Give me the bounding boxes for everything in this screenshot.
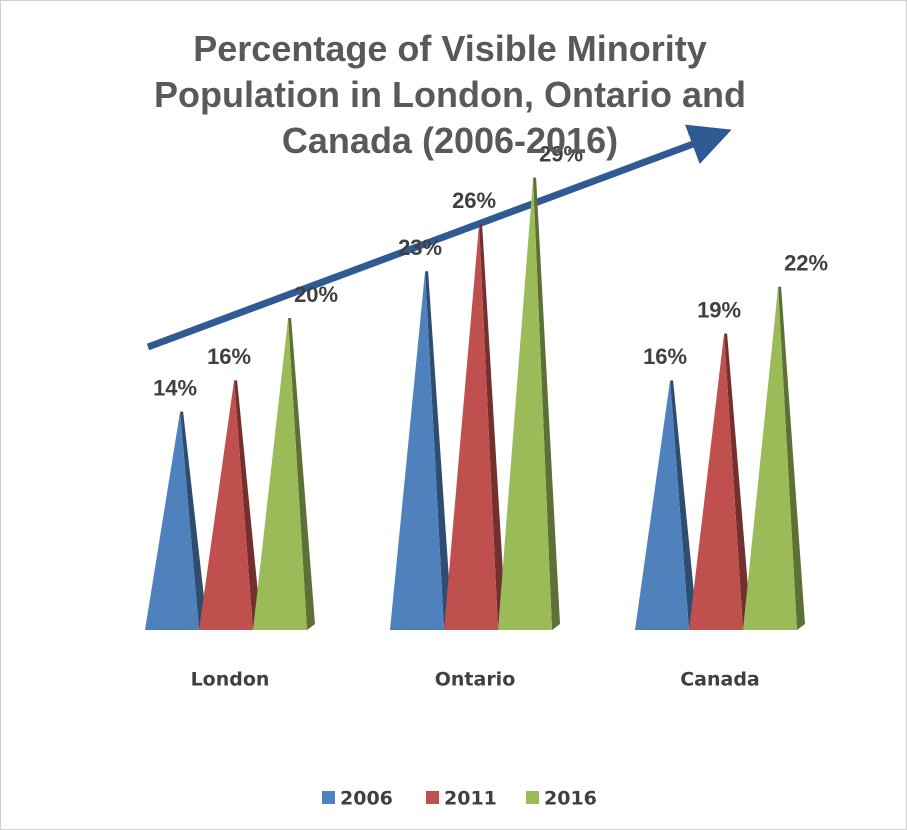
pyramid-side <box>479 224 506 630</box>
legend-swatch <box>322 791 335 804</box>
data-label: 19% <box>697 297 741 322</box>
x-tick-label: Ontario <box>435 669 516 691</box>
pyramid-side <box>288 318 315 630</box>
trend-arrow <box>146 124 732 351</box>
pyramid <box>498 177 552 630</box>
x-tick-label: Canada <box>680 669 760 691</box>
data-label: 20% <box>294 282 338 307</box>
pyramid-side <box>234 380 261 630</box>
pyramid-side <box>724 333 751 630</box>
legend-label: 2006 <box>340 788 393 810</box>
pyramid-side <box>425 271 452 630</box>
pyramid <box>253 318 307 630</box>
pyramid <box>743 286 797 630</box>
chart-title: Percentage of Visible Minority Populatio… <box>154 28 746 161</box>
legend-swatch <box>526 791 539 804</box>
pyramid <box>444 224 498 630</box>
legend-label: 2016 <box>544 788 597 810</box>
data-label: 29% <box>539 141 583 166</box>
pyramid <box>145 411 199 630</box>
legend-swatch <box>426 791 439 804</box>
pyramid-side <box>533 177 560 630</box>
legend-label: 2011 <box>444 788 497 810</box>
pyramid-side <box>670 380 697 630</box>
data-label: 16% <box>207 344 251 369</box>
x-tick-label: London <box>191 669 270 691</box>
pyramid <box>635 380 689 630</box>
pyramid <box>689 333 743 630</box>
data-label: 22% <box>784 251 828 276</box>
pyramid-side <box>180 411 207 630</box>
data-label: 14% <box>153 375 197 400</box>
data-label: 23% <box>398 235 442 260</box>
pyramid-side <box>778 286 805 630</box>
data-label: 26% <box>452 188 496 213</box>
pyramid <box>390 271 444 630</box>
data-label: 16% <box>643 344 687 369</box>
pyramid <box>199 380 253 630</box>
